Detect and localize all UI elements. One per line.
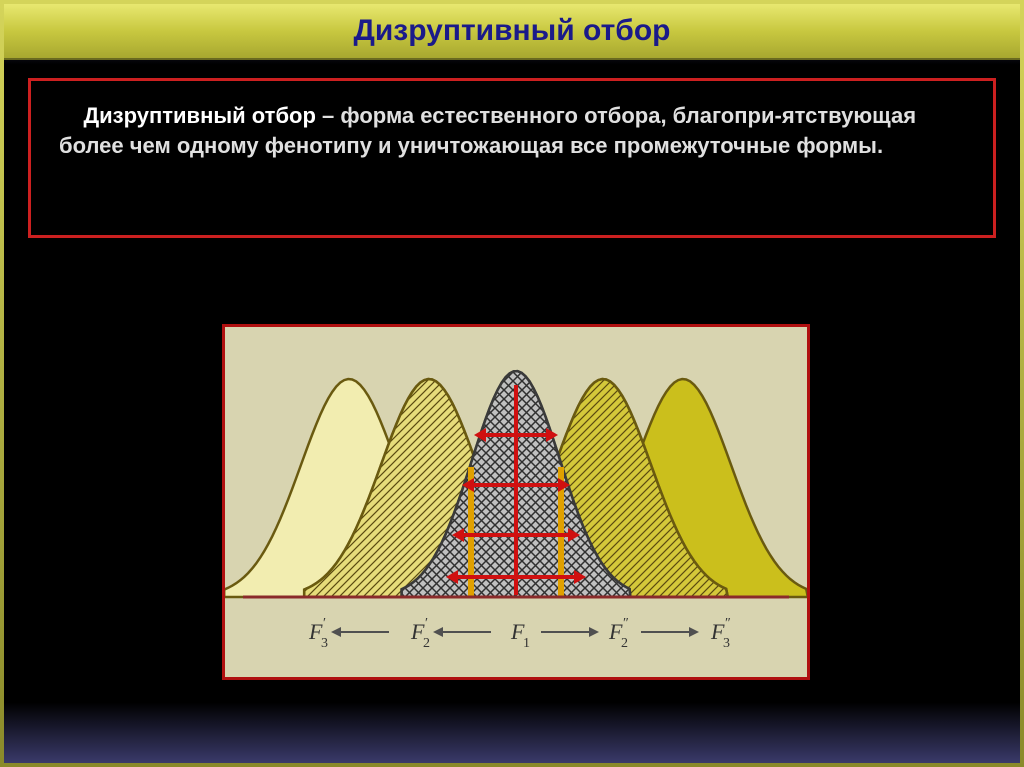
svg-text:2: 2 <box>621 636 628 651</box>
svg-text:2: 2 <box>423 636 430 651</box>
svg-text:″: ″ <box>725 616 731 631</box>
svg-text:′: ′ <box>323 616 326 631</box>
svg-text:1: 1 <box>523 636 530 651</box>
slide: Дизруптивный отбор Дизруптивный отбор – … <box>0 0 1024 767</box>
definition-text: Дизруптивный отбор – форма естественного… <box>59 101 965 160</box>
title-bar: Дизруптивный отбор <box>4 4 1020 60</box>
slide-title: Дизруптивный отбор <box>353 14 670 48</box>
svg-text:″: ″ <box>623 616 629 631</box>
svg-text:3: 3 <box>723 636 730 651</box>
definition-box: Дизруптивный отбор – форма естественного… <box>28 78 996 238</box>
disruptive-selection-diagram: F′3F′2F1F″2F″3 <box>225 327 807 677</box>
svg-text:′: ′ <box>425 616 428 631</box>
svg-text:3: 3 <box>321 636 328 651</box>
definition-term: Дизруптивный отбор <box>83 103 315 128</box>
diagram-container: F′3F′2F1F″2F″3 <box>222 324 810 680</box>
